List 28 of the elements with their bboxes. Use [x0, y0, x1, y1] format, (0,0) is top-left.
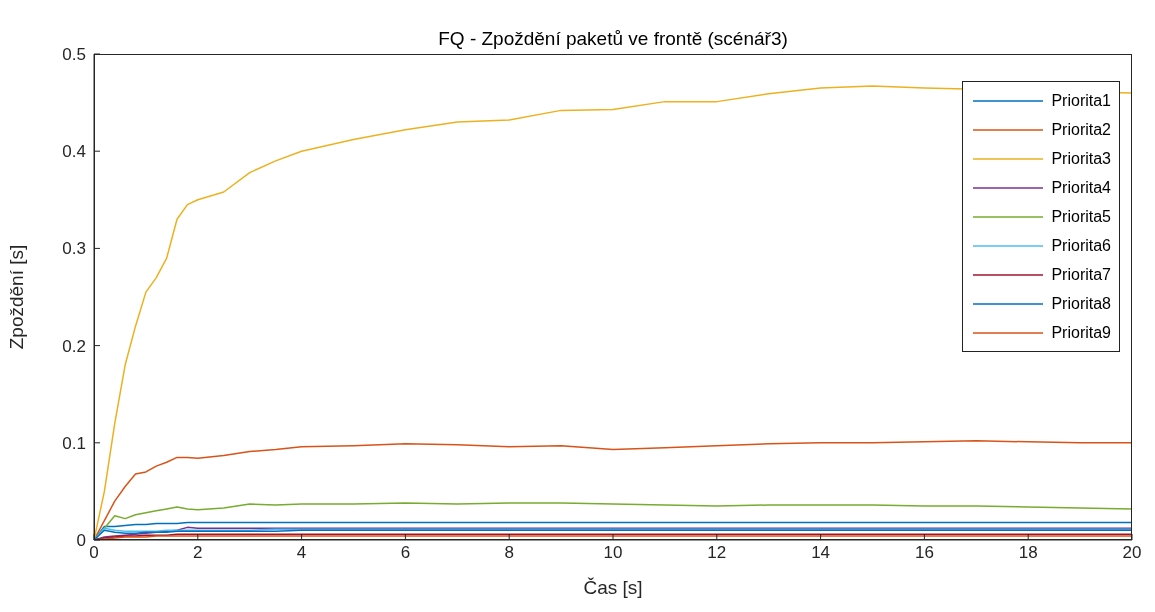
x-tick-label: 8 [504, 543, 514, 563]
x-tick-label: 18 [1018, 543, 1038, 563]
legend-label: Priorita7 [1051, 265, 1111, 284]
x-tick-label: 16 [914, 543, 934, 563]
legend-label: Priorita2 [1051, 120, 1111, 139]
legend-label: Priorita4 [1051, 178, 1111, 197]
legend-label: Priorita9 [1051, 323, 1111, 342]
x-tick-label: 10 [603, 543, 623, 563]
y-tick-label: 0.1 [62, 433, 86, 453]
legend-label: Priorita3 [1051, 149, 1111, 168]
x-tick-label: 6 [400, 543, 411, 563]
x-tick-label: 4 [296, 543, 307, 563]
x-tick-label: 2 [193, 543, 203, 563]
legend-label: Priorita1 [1051, 91, 1111, 110]
y-tick-label: 0.3 [62, 239, 86, 259]
y-tick-label: 0.5 [62, 45, 86, 65]
x-axis-title: Čas [s] [583, 577, 643, 598]
legend-label: Priorita5 [1051, 207, 1111, 226]
chart-title: FQ - Zpoždění paketů ve frontě (scénář3) [437, 28, 789, 50]
legend-label: Priorita6 [1051, 236, 1111, 255]
y-tick-label: 0.2 [62, 336, 86, 356]
x-tick-label: 14 [811, 543, 831, 563]
y-axis-title: Zpoždění [s] [5, 244, 27, 350]
legend-label: Priorita8 [1051, 294, 1111, 313]
y-tick-label: 0.4 [62, 142, 86, 162]
x-tick-label: 0 [89, 543, 99, 563]
x-tick-label: 12 [707, 543, 727, 563]
x-tick-label: 20 [1122, 543, 1142, 563]
